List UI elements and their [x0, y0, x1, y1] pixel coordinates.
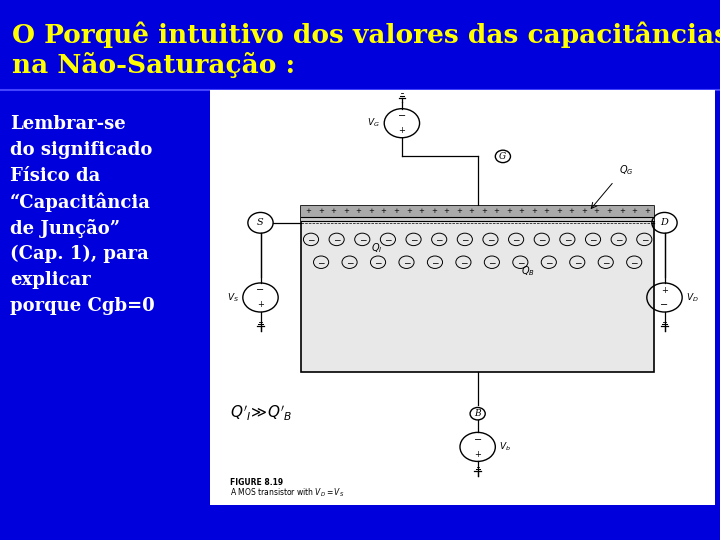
Text: +: + — [431, 208, 437, 214]
Text: +: + — [456, 208, 462, 214]
Text: −: − — [256, 285, 264, 295]
Bar — [301, 206, 654, 372]
Text: −: − — [374, 258, 382, 267]
Text: −: − — [641, 235, 648, 244]
Text: +: + — [661, 286, 668, 295]
Text: A MOS transistor with $V_D = V_S$: A MOS transistor with $V_D = V_S$ — [230, 487, 345, 499]
Text: de Junção”: de Junção” — [10, 219, 120, 238]
Text: $V_G$: $V_G$ — [367, 117, 380, 130]
Text: do significado: do significado — [10, 141, 153, 159]
Text: −: − — [660, 300, 669, 310]
Text: +: + — [330, 208, 336, 214]
Text: +: + — [544, 208, 549, 214]
Text: Lembrar-se: Lembrar-se — [10, 115, 126, 133]
Text: −: − — [318, 258, 325, 267]
Text: +: + — [257, 300, 264, 309]
Text: na Não-Saturação :: na Não-Saturação : — [12, 52, 295, 78]
Text: −: − — [398, 111, 406, 121]
Text: FIGURE 8.19: FIGURE 8.19 — [230, 478, 284, 487]
Text: B: B — [474, 409, 481, 418]
Text: −: − — [602, 258, 610, 267]
Text: +: + — [493, 208, 500, 214]
Text: +: + — [518, 208, 524, 214]
Text: +: + — [305, 208, 312, 214]
Text: “Capacitância: “Capacitância — [10, 193, 151, 213]
Text: $V_b$: $V_b$ — [500, 441, 511, 453]
Text: −: − — [384, 235, 392, 244]
Text: −: − — [631, 258, 638, 267]
Text: (Cap. 1), para: (Cap. 1), para — [10, 245, 149, 263]
Bar — [301, 206, 654, 221]
Text: +: + — [644, 208, 649, 214]
Text: −: − — [402, 258, 410, 267]
Text: +: + — [556, 208, 562, 214]
Text: +: + — [594, 208, 600, 214]
Text: +: + — [531, 208, 537, 214]
Text: D: D — [660, 218, 668, 227]
Text: $Q_G$: $Q_G$ — [619, 163, 634, 177]
Text: −: − — [431, 258, 438, 267]
Text: +: + — [569, 208, 575, 214]
Bar — [301, 206, 654, 217]
Text: −: − — [615, 235, 622, 244]
Text: −: − — [488, 258, 495, 267]
Text: −: − — [516, 258, 524, 267]
Text: −: − — [589, 235, 597, 244]
Text: +: + — [474, 450, 481, 458]
Text: +: + — [481, 208, 487, 214]
Text: +: + — [506, 208, 512, 214]
Text: −: − — [410, 235, 418, 244]
Text: −: − — [538, 235, 546, 244]
Text: $Q_B$: $Q_B$ — [521, 264, 535, 278]
Text: +: + — [398, 126, 405, 135]
Text: +: + — [606, 208, 612, 214]
Text: Físico da: Físico da — [10, 167, 100, 185]
Text: porque Cgb=0: porque Cgb=0 — [10, 297, 155, 315]
Text: −: − — [459, 258, 467, 267]
Text: $Q_I$: $Q_I$ — [371, 241, 382, 255]
Text: −: − — [307, 235, 315, 244]
Text: O Porquê intuitivo dos valores das capacitâncias: O Porquê intuitivo dos valores das capac… — [12, 22, 720, 49]
Text: −: − — [359, 235, 366, 244]
Text: −: − — [346, 258, 354, 267]
Text: +: + — [393, 208, 399, 214]
Text: +: + — [444, 208, 449, 214]
Text: −: − — [474, 435, 482, 444]
Text: S: S — [257, 218, 264, 227]
Text: $Q'_I\!\gg\! Q'_B$: $Q'_I\!\gg\! Q'_B$ — [230, 404, 293, 423]
Text: −: − — [333, 235, 341, 244]
Text: −: − — [545, 258, 552, 267]
Text: +: + — [368, 208, 374, 214]
Text: +: + — [381, 208, 387, 214]
Text: −: − — [564, 235, 571, 244]
Text: +: + — [469, 208, 474, 214]
Text: −: − — [513, 235, 520, 244]
Text: $V_S$: $V_S$ — [227, 291, 239, 303]
Text: −: − — [461, 235, 469, 244]
Text: +: + — [418, 208, 424, 214]
Text: +: + — [406, 208, 412, 214]
Text: −: − — [436, 235, 443, 244]
Text: +: + — [631, 208, 637, 214]
Text: +: + — [618, 208, 625, 214]
Text: +: + — [356, 208, 361, 214]
Text: explicar: explicar — [10, 271, 91, 289]
Text: G: G — [499, 152, 507, 161]
Text: +: + — [343, 208, 349, 214]
Text: −: − — [487, 235, 494, 244]
Text: −: − — [574, 258, 581, 267]
Text: +: + — [318, 208, 324, 214]
Text: +: + — [581, 208, 587, 214]
Bar — [210, 90, 715, 505]
Text: $V_D$: $V_D$ — [686, 291, 699, 303]
